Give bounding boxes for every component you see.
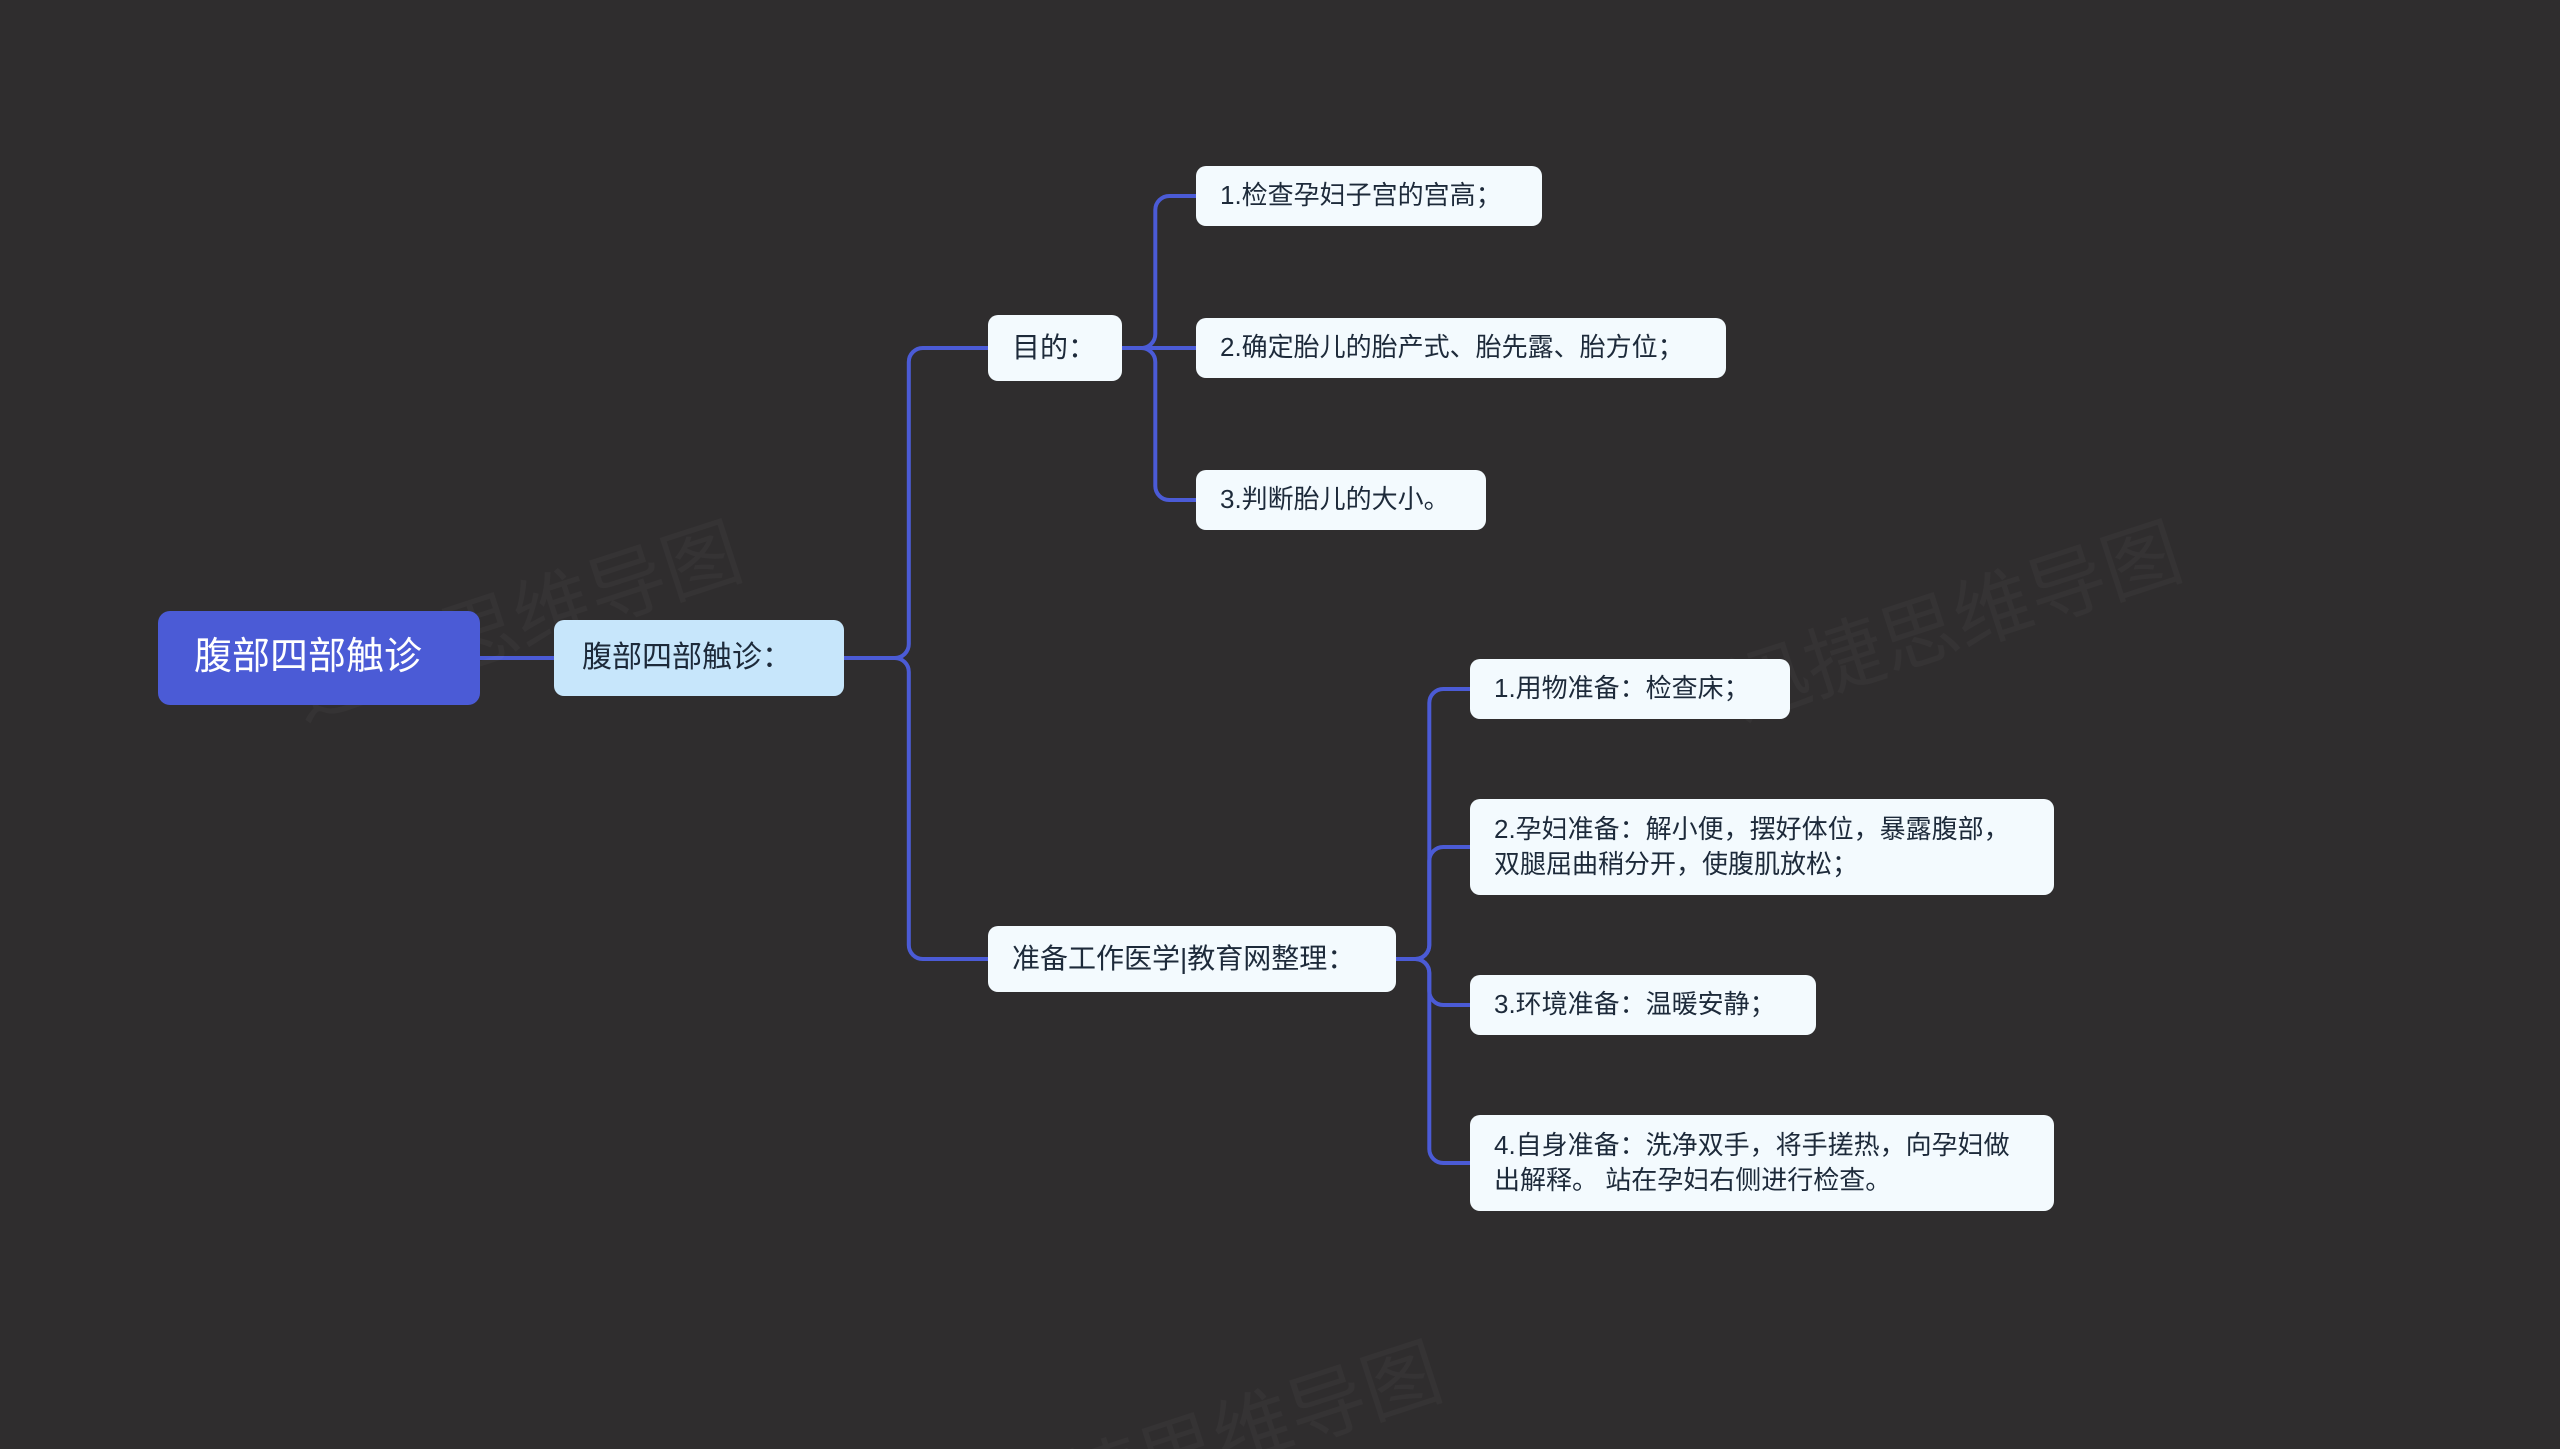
node-label: 准备工作医学|教育网整理： <box>1012 940 1355 978</box>
node-l3[interactable]: 3.判断胎儿的大小。 <box>1196 470 1486 530</box>
edge-n2a-l1 <box>1122 196 1196 348</box>
node-n2a[interactable]: 目的： <box>988 315 1122 381</box>
edge-n2b-p3 <box>1396 959 1470 1005</box>
node-n1[interactable]: 腹部四部触诊： <box>554 620 844 696</box>
node-label: 腹部四部触诊： <box>582 638 792 679</box>
mindmap-canvas: 迅捷思维导图迅捷思维导图迅捷思维导图腹部四部触诊腹部四部触诊：目的：准备工作医学… <box>0 0 2560 1449</box>
node-p3[interactable]: 3.环境准备：温暖安静； <box>1470 975 1816 1035</box>
node-root[interactable]: 腹部四部触诊 <box>158 611 480 705</box>
edge-n2b-p2 <box>1396 847 1470 959</box>
node-label: 腹部四部触诊 <box>194 632 422 683</box>
node-p4[interactable]: 4.自身准备：洗净双手，将手搓热，向孕妇做出解释。 站在孕妇右侧进行检查。 <box>1470 1115 2054 1211</box>
edge-n1-n2a <box>844 348 988 658</box>
node-l1[interactable]: 1.检查孕妇子宫的宫高； <box>1196 166 1542 226</box>
node-label: 2.孕妇准备：解小便，摆好体位，暴露腹部，双腿屈曲稍分开，使腹肌放松； <box>1494 812 2030 882</box>
watermark-text: 迅捷思维导图 <box>974 1310 1454 1449</box>
node-label: 3.环境准备：温暖安静； <box>1494 987 1776 1022</box>
node-label: 2.确定胎儿的胎产式、胎先露、胎方位； <box>1220 330 1684 365</box>
node-label: 1.检查孕妇子宫的宫高； <box>1220 178 1502 213</box>
node-p1[interactable]: 1.用物准备：检查床； <box>1470 659 1790 719</box>
node-l2[interactable]: 2.确定胎儿的胎产式、胎先露、胎方位； <box>1196 318 1726 378</box>
edge-n2a-l3 <box>1122 348 1196 500</box>
edge-n1-n2b <box>844 658 988 959</box>
node-label: 目的： <box>1012 329 1096 367</box>
node-n2b[interactable]: 准备工作医学|教育网整理： <box>988 926 1396 992</box>
edge-n2b-p1 <box>1396 689 1470 959</box>
node-p2[interactable]: 2.孕妇准备：解小便，摆好体位，暴露腹部，双腿屈曲稍分开，使腹肌放松； <box>1470 799 2054 895</box>
node-label: 4.自身准备：洗净双手，将手搓热，向孕妇做出解释。 站在孕妇右侧进行检查。 <box>1494 1128 2030 1198</box>
edge-n2b-p4 <box>1396 959 1470 1163</box>
node-label: 3.判断胎儿的大小。 <box>1220 482 1450 517</box>
node-label: 1.用物准备：检查床； <box>1494 671 1750 706</box>
